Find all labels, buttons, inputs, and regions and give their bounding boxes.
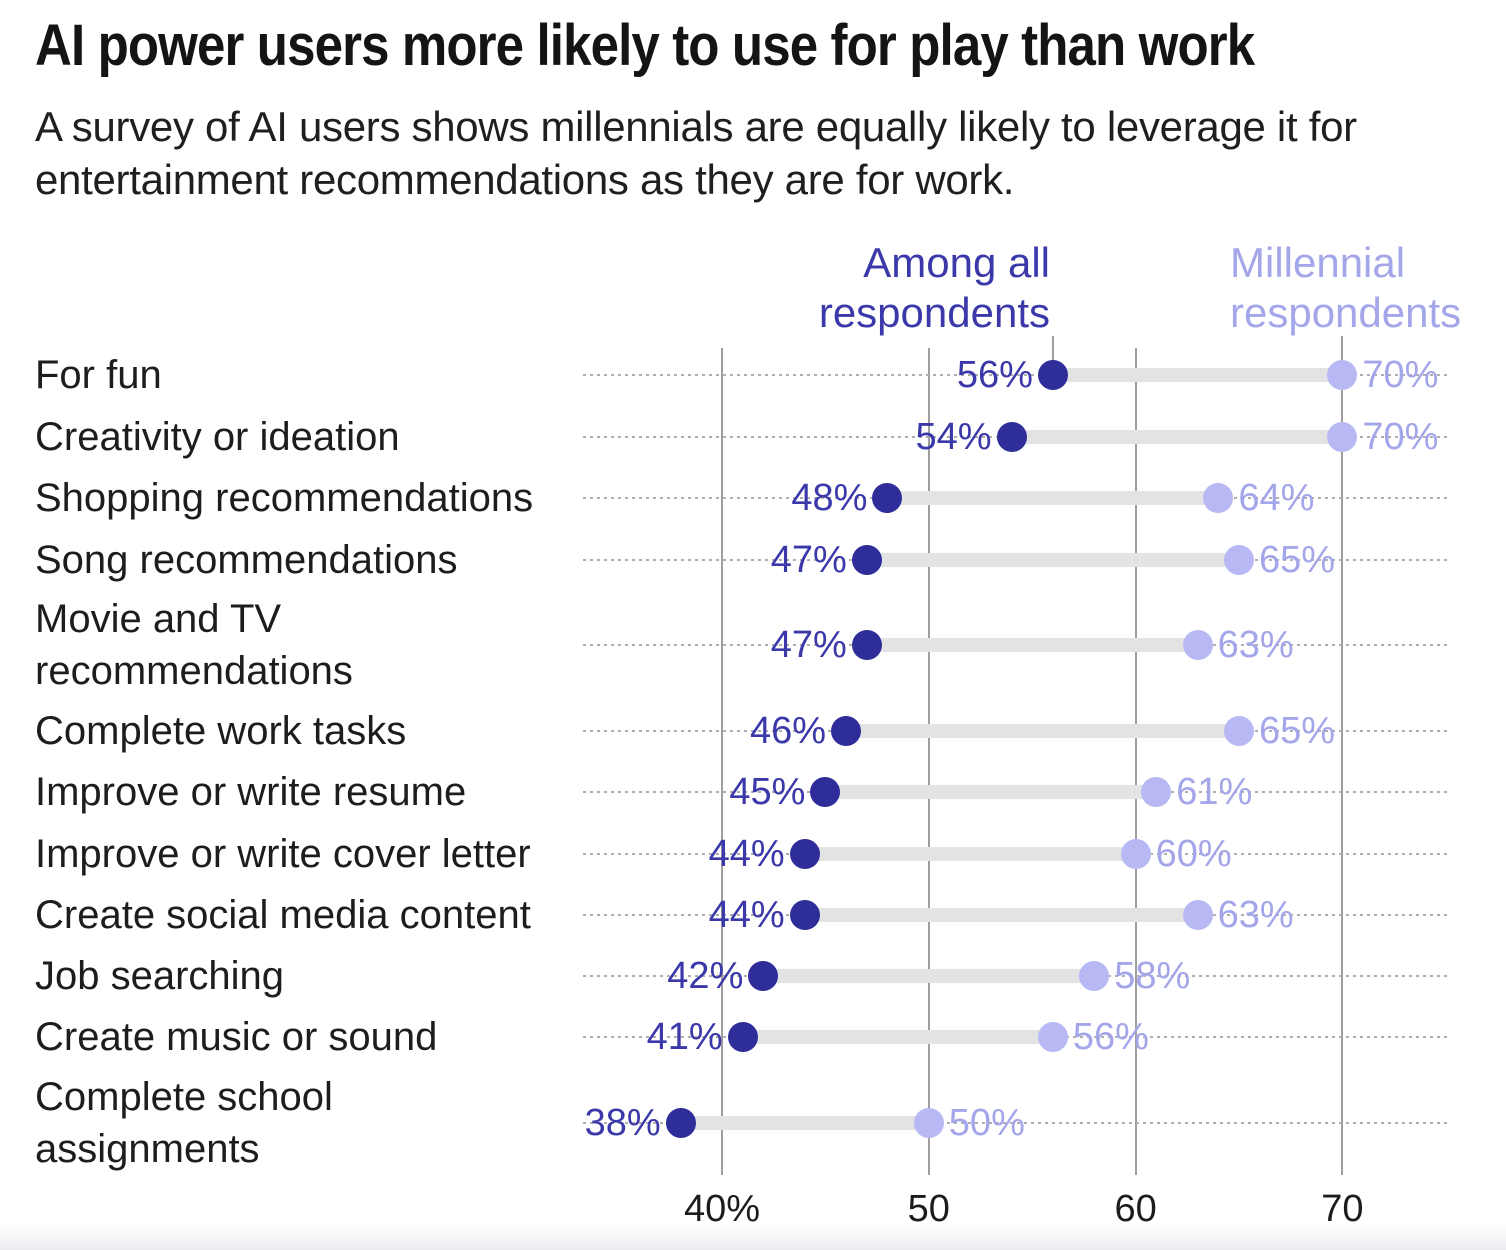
category-label: Complete work tasks [35,709,407,753]
legend-label-millennial-respondents: Millennial respondents [1230,239,1462,336]
dot-millennial-respondents [1224,545,1254,575]
dot-millennial-respondents [1037,1022,1068,1052]
legend-pointer-all [1051,336,1054,370]
value-label-millennial-respondents: 70% [1362,416,1439,458]
value-label-millennial-respondents: 65% [1259,710,1336,752]
category-label: Create music or sound [35,1015,438,1059]
dot-millennial-respondents [1203,483,1234,513]
value-label-millennial-respondents: 64% [1238,477,1315,519]
category-label: Improve or write cover letter [35,832,531,876]
x-gridline-70 [1341,348,1344,1175]
value-label-all-respondents: 38% [584,1102,661,1144]
dot-millennial-respondents [1182,900,1213,930]
leader-dotted-line [583,1122,1448,1124]
dumbbell-connector-bar [1052,368,1343,382]
dot-millennial-respondents [1327,360,1358,390]
category-label: Create social media content [35,893,531,937]
x-gridline-50 [927,348,930,1175]
dot-all-respondents [851,630,882,660]
chart-title: AI power users more likely to use for pl… [35,13,1255,78]
dumbbell-connector-bar [742,1030,1053,1044]
dumbbell-connector-bar [887,491,1219,505]
dumbbell-connector-bar [866,553,1239,567]
value-label-all-respondents: 47% [770,624,847,666]
dumbbell-connector-bar [866,638,1198,652]
dumbbell-connector-bar [1011,430,1343,444]
x-gridline-60 [1134,348,1137,1175]
dot-all-respondents [665,1108,696,1138]
x-gridline-40 [721,348,723,1175]
dot-millennial-respondents [1327,422,1358,452]
value-label-millennial-respondents: 50% [948,1102,1025,1144]
value-label-millennial-respondents: 70% [1362,354,1439,396]
value-label-all-respondents: 42% [667,955,744,997]
dot-millennial-respondents [1224,716,1254,746]
dot-all-respondents [1037,360,1068,390]
dumbbell-connector-bar [846,724,1239,738]
dot-millennial-respondents [1120,839,1151,869]
x-tick-label-50: 50 [907,1188,950,1230]
category-label: Shopping recommendations [35,476,534,520]
dot-all-respondents [789,900,820,930]
value-label-millennial-respondents: 63% [1217,624,1294,666]
value-label-millennial-respondents: 63% [1217,894,1294,936]
dot-all-respondents [727,1022,758,1052]
value-label-all-respondents: 44% [708,833,785,875]
dumbbell-connector-bar [825,785,1157,799]
category-label: Creativity or ideation [35,415,400,459]
legend-label-all-respondents: Among all respondents [818,239,1050,336]
dumbbell-connector-bar [763,969,1095,983]
bottom-fade-decoration [0,1224,1506,1250]
dot-all-respondents [810,777,841,807]
dot-all-respondents [789,839,820,869]
dumbbell-connector-bar [804,908,1198,922]
dot-all-respondents [996,422,1027,452]
dumbbell-connector-bar [804,847,1136,861]
category-label: Song recommendations [35,538,458,582]
x-tick-label-70: 70 [1321,1188,1364,1230]
value-label-all-respondents: 46% [750,710,827,752]
value-label-millennial-respondents: 60% [1155,833,1232,875]
value-label-millennial-respondents: 58% [1114,955,1191,997]
category-label: Movie and TV recommendations [35,597,353,693]
leader-dotted-line [583,374,1448,376]
value-label-all-respondents: 44% [708,894,785,936]
category-label: For fun [35,353,162,397]
value-label-all-respondents: 54% [915,416,992,458]
value-label-all-respondents: 45% [729,771,806,813]
chart-subtitle: A survey of AI users shows millennials a… [35,103,1357,203]
dot-all-respondents [831,716,862,746]
dot-millennial-respondents [1079,961,1110,991]
category-label: Job searching [35,954,285,998]
category-label: Improve or write resume [35,770,467,814]
dot-all-respondents [748,961,779,991]
value-label-all-respondents: 41% [646,1016,723,1058]
dot-millennial-respondents [1141,777,1172,807]
value-label-all-respondents: 56% [956,354,1033,396]
x-tick-label-40: 40% [683,1188,761,1230]
dumbbell-connector-bar [680,1116,929,1130]
value-label-millennial-respondents: 61% [1176,771,1253,813]
dot-millennial-respondents [913,1108,944,1138]
value-label-millennial-respondents: 56% [1072,1016,1149,1058]
legend-pointer-millennial [1341,336,1344,370]
dot-millennial-respondents [1182,630,1213,660]
dot-all-respondents [851,545,882,575]
value-label-millennial-respondents: 65% [1259,539,1336,581]
value-label-all-respondents: 47% [770,539,847,581]
x-tick-label-60: 60 [1114,1188,1157,1230]
category-label: Complete school assignments [35,1075,333,1171]
dot-all-respondents [872,483,903,513]
value-label-all-respondents: 48% [791,477,868,519]
